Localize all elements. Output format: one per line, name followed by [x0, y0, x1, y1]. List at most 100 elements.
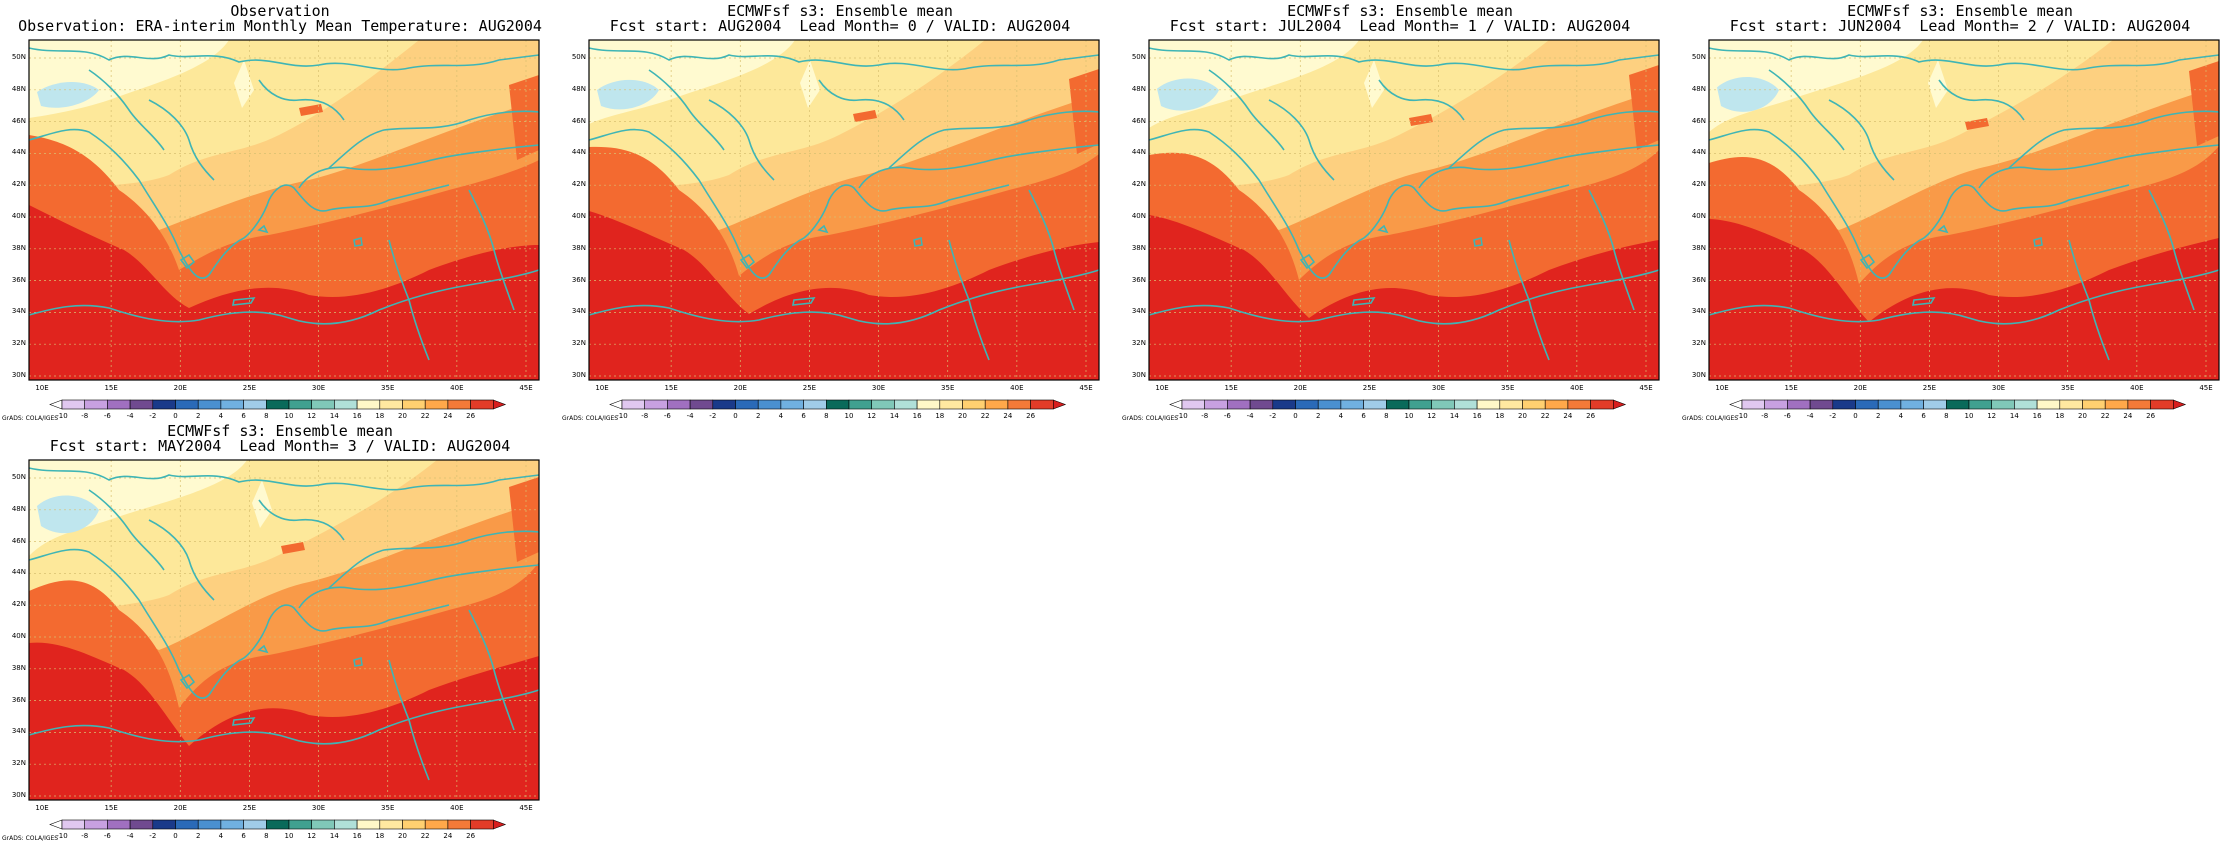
contour-band	[1157, 78, 1219, 111]
colorbar-tick-label: 24	[2123, 412, 2133, 420]
coastlines	[588, 47, 1100, 361]
coastlines	[28, 47, 540, 361]
panel-title-line2: Fcst start: AUG2004 Lead Month= 0 / VALI…	[609, 17, 1071, 35]
coastline-path	[353, 656, 363, 667]
contour-band	[589, 211, 1099, 380]
colorbar-swatch	[1363, 399, 1387, 410]
colorbar-tick-label: 4	[1898, 412, 1904, 420]
colorbar-swatch	[265, 399, 290, 410]
colorbar-swatch	[311, 399, 335, 410]
lat-tick-label: 34N	[11, 307, 26, 316]
coastline-path	[88, 69, 165, 151]
lon-tick-label: 25E	[242, 804, 257, 812]
colorbar-swatch	[288, 399, 313, 410]
coastline-path	[1028, 189, 1075, 311]
coastline-path	[257, 224, 269, 234]
contour-band	[853, 110, 877, 122]
lat-tick-label: 46N	[1691, 116, 1706, 125]
colorbar-tick-label: -6	[1783, 412, 1791, 420]
colorbar-tick-label: -2	[709, 412, 717, 420]
lon-tick-label: 45E	[2199, 384, 2213, 392]
coastline-path	[1978, 144, 2220, 189]
color-legend: GrADS: COLA/IGES -10 -8 -6 -4 -2 0 2 4 6 8 10 12 14 1…	[0, 398, 560, 424]
colorbar-swatch	[334, 819, 358, 830]
colorbar-tick-label: -6	[663, 412, 671, 420]
coastline-path	[1448, 110, 1660, 169]
coastline-path	[1708, 269, 2220, 325]
colorbar-tick-label: 14	[1449, 412, 1459, 420]
colorbar-swatch	[1454, 399, 1478, 410]
colorbar-arrow-left	[609, 399, 623, 410]
colorbar-swatch	[1968, 399, 1993, 410]
colorbar-swatch	[939, 399, 963, 410]
coastline-path	[1299, 253, 1316, 270]
coastline-path	[298, 564, 540, 609]
coastline-path	[1708, 128, 1925, 279]
coastline-path	[28, 689, 540, 745]
colorbar-tick-label: -8	[641, 412, 649, 420]
colorbar-swatch	[2014, 399, 2038, 410]
colorbar-tick-label: -4	[1246, 412, 1254, 420]
lat-lon-grid	[589, 40, 1099, 380]
colorbar-swatch	[1945, 399, 1970, 410]
coastline-path	[588, 269, 1100, 325]
lon-tick-label: 35E	[1501, 384, 1515, 392]
colorbar-swatch	[84, 399, 108, 410]
coastline-path	[1378, 79, 1465, 121]
colorbar-swatch	[470, 399, 494, 410]
colorbar-arrow-left	[1729, 399, 1743, 410]
colorbar-swatch	[2082, 399, 2106, 410]
lat-tick-label: 32N	[1691, 339, 1706, 348]
colorbar-tick-label: 14	[2009, 412, 2019, 420]
lon-tick-label: 25E	[802, 384, 817, 392]
coastline-path	[2148, 189, 2195, 311]
colorbar-swatch	[1741, 399, 1766, 410]
lon-tick-label: 25E	[1362, 384, 1377, 392]
contour-band	[37, 81, 99, 108]
coastline-path	[1708, 47, 2220, 71]
coastline-path	[648, 69, 725, 151]
colorbar-tick-label: 10	[284, 832, 294, 840]
coastline-path	[28, 467, 540, 491]
lat-tick-label: 46N	[11, 536, 26, 545]
coastline-path	[803, 184, 1010, 239]
lat-tick-label: 32N	[11, 759, 26, 768]
colorbar-tick-label: 22	[420, 832, 430, 840]
colorbar-swatch	[129, 819, 154, 830]
colorbar-strip	[49, 399, 507, 410]
lat-tick-label: 30N	[1691, 371, 1706, 379]
coastline-path	[948, 239, 990, 361]
coastline-path	[1418, 144, 1660, 189]
colorbar-swatch	[689, 399, 714, 410]
colorbar-tick-label: 0	[1853, 412, 1858, 420]
grads-credit: GrADS: COLA/IGES	[1122, 415, 1179, 422]
lat-tick-label: 32N	[1131, 339, 1146, 348]
colorbar-tick-label: 8	[1944, 412, 1949, 420]
lat-tick-label: 48N	[1691, 84, 1706, 93]
colorbar-swatch	[107, 399, 131, 410]
temperature-map: 50N 48N 46N 44N 42N 40N 38N 36N 34N 32N 30N 10E 15E 2…	[572, 39, 1100, 392]
coastline-path	[28, 128, 245, 279]
lat-tick-label: 40N	[571, 212, 586, 220]
lat-tick-label: 48N	[1131, 84, 1146, 93]
lat-tick-label: 46N	[571, 116, 586, 125]
colorbar-tick-label: 6	[1921, 412, 1926, 420]
panel-title-line2: Fcst start: MAY2004 Lead Month= 3 / VALI…	[49, 437, 511, 455]
lon-tick-label: 25E	[242, 384, 257, 392]
colorbar-arrow-right	[492, 399, 507, 410]
lat-tick-label: 40N	[1691, 212, 1706, 220]
lat-tick-label: 50N	[571, 53, 586, 61]
coastline-path	[1473, 236, 1483, 247]
colorbar-swatch	[2036, 399, 2061, 410]
lat-tick-label: 40N	[11, 212, 26, 220]
lon-tick-label: 45E	[519, 384, 533, 392]
lon-tick-label: 30E	[1431, 384, 1446, 392]
coastline-path	[818, 79, 905, 121]
colorbar-swatch	[803, 399, 827, 410]
coastline-path	[468, 609, 515, 731]
coastline-path	[2033, 236, 2043, 247]
coastline-path	[1828, 99, 1895, 181]
lon-tick-label: 45E	[1639, 384, 1653, 392]
temperature-contours	[1149, 40, 1659, 380]
colorbar-swatch	[243, 399, 267, 410]
